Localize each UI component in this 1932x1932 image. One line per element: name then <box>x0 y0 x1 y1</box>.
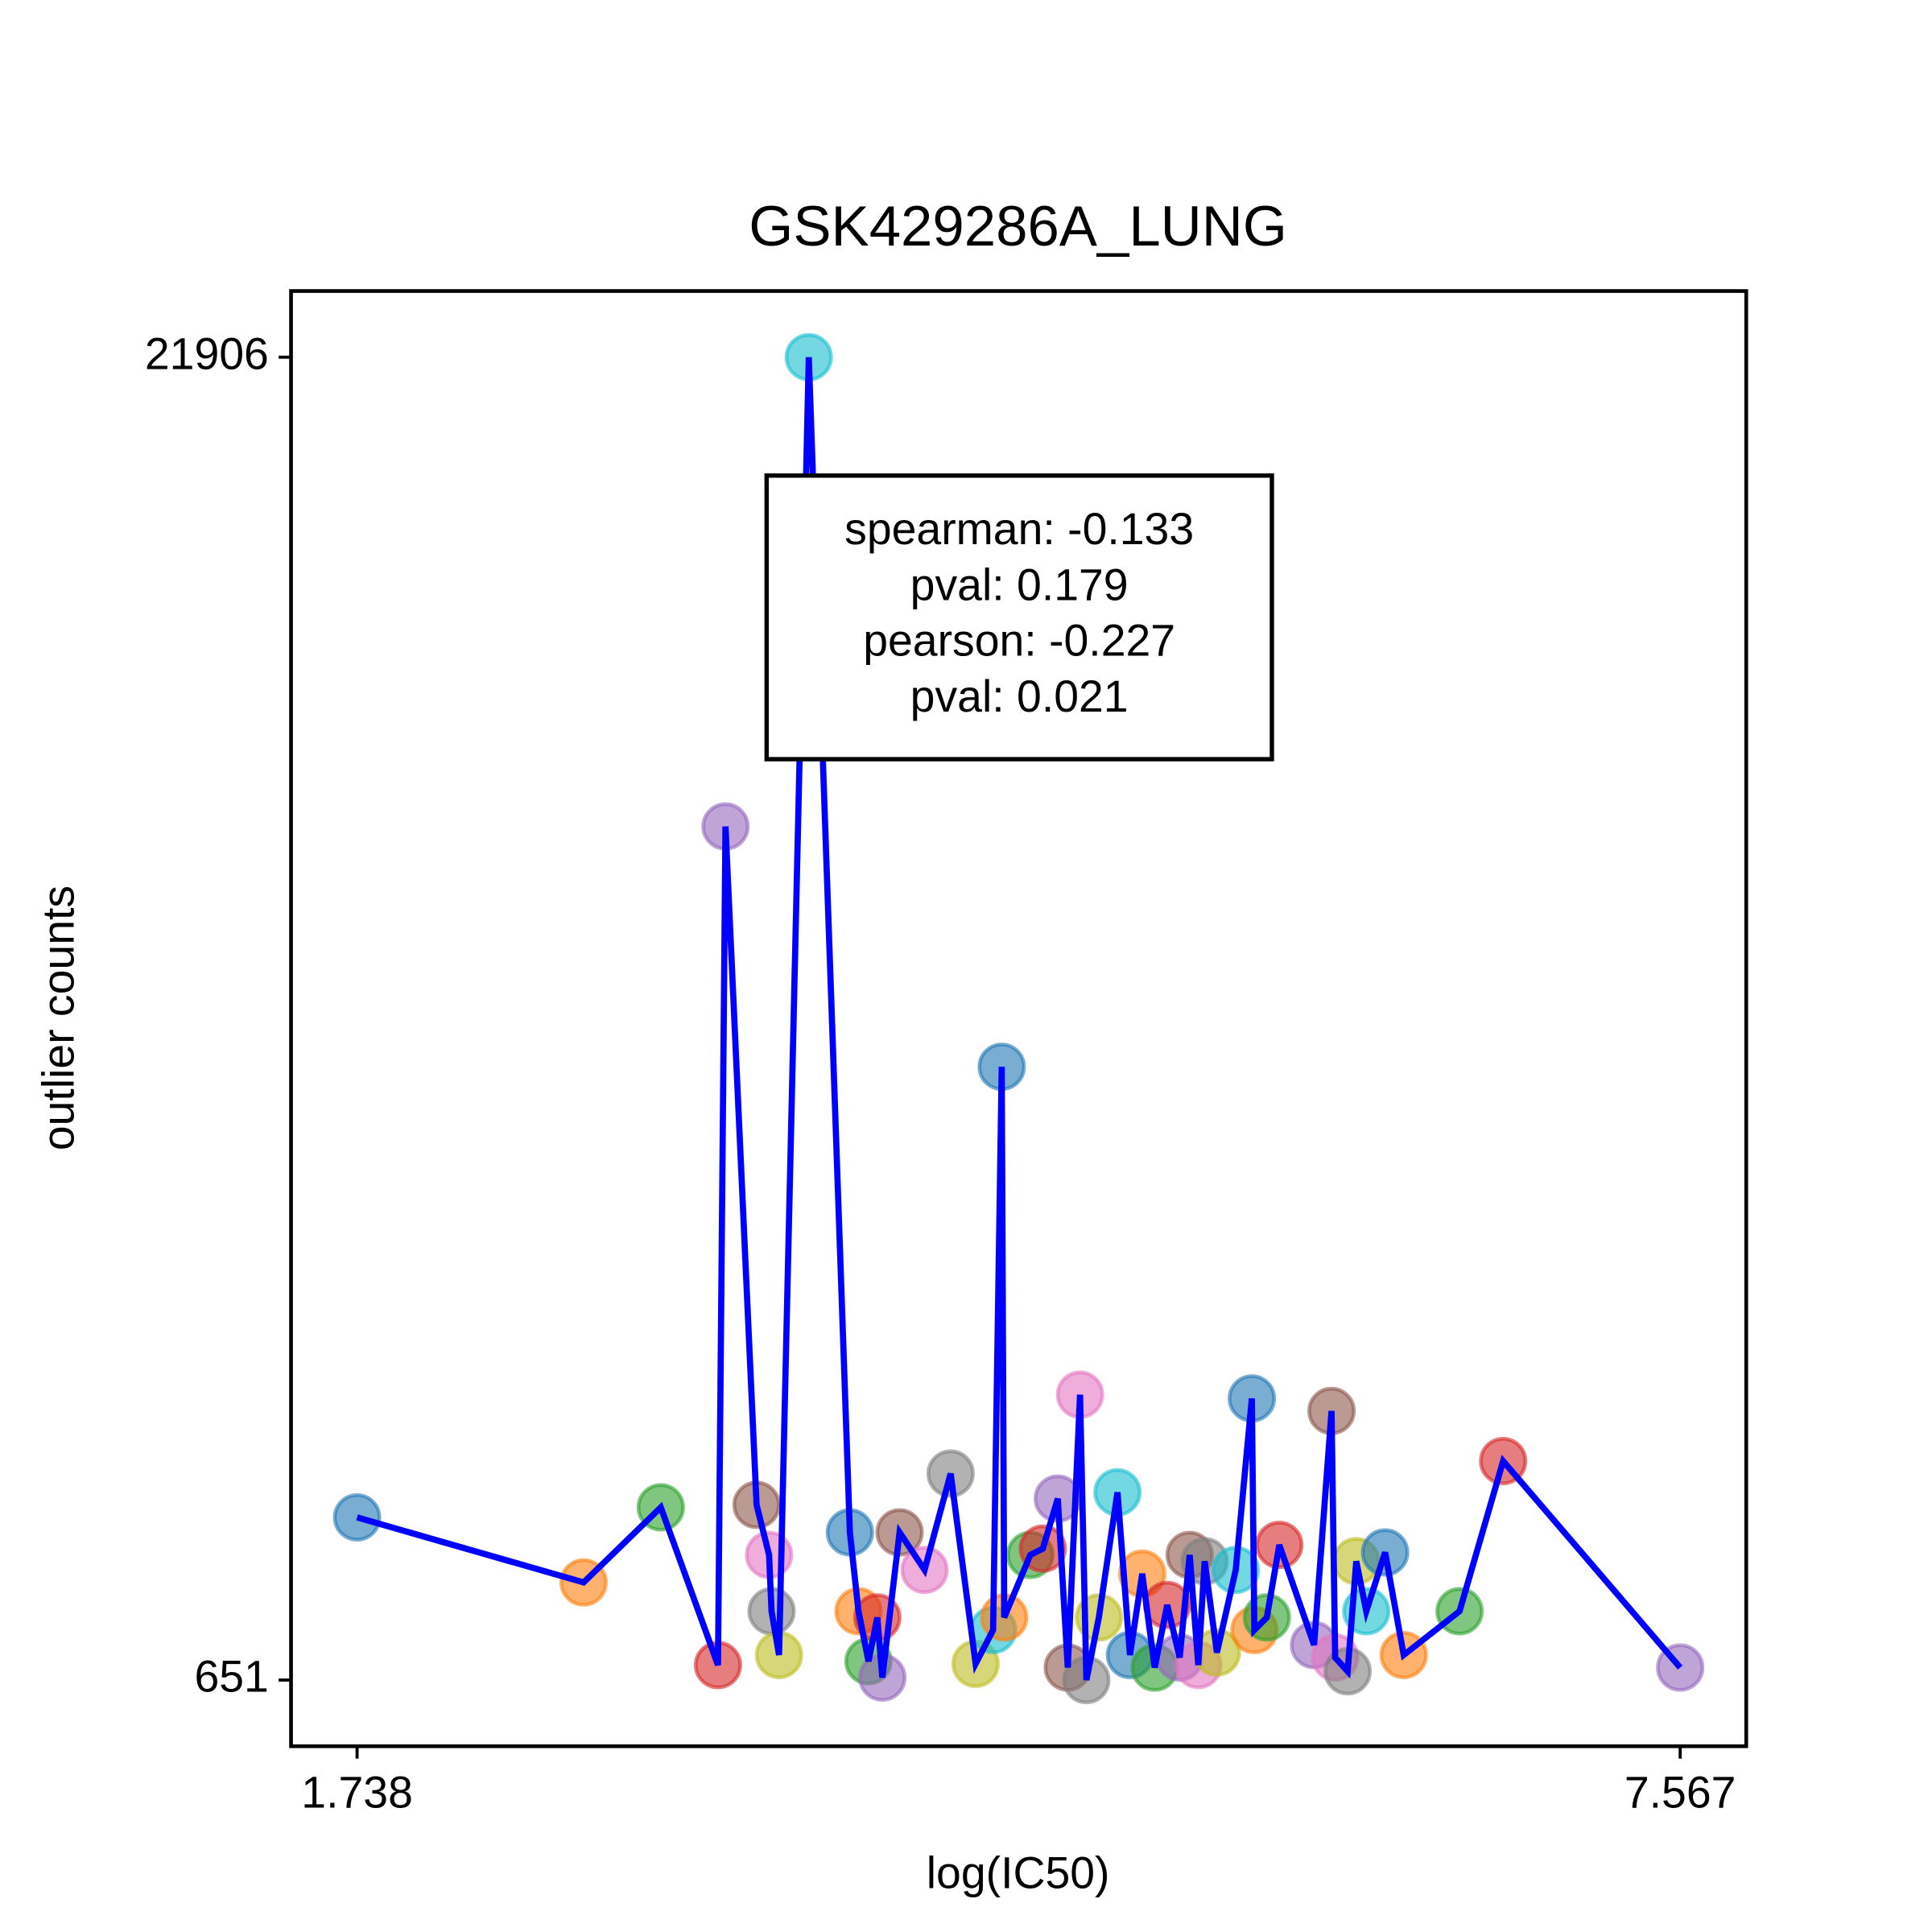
annotation-text: spearman: -0.133 <box>844 504 1194 554</box>
x-axis-label: log(IC50) <box>927 1847 1110 1897</box>
y-tick-label: 21906 <box>145 328 269 378</box>
y-axis-label: outlier counts <box>34 886 84 1150</box>
annotation-text: pearson: -0.227 <box>863 616 1175 666</box>
line <box>356 357 1683 1681</box>
annotation-text: pval: 0.179 <box>910 559 1129 609</box>
chart-title: GSK429286A_LUNG <box>749 194 1287 258</box>
x-tick-label: 1.738 <box>301 1767 413 1817</box>
annotation-text: pval: 0.021 <box>910 671 1129 721</box>
x-tick-label: 7.567 <box>1624 1767 1736 1817</box>
y-tick-label: 651 <box>194 1652 268 1702</box>
plot-frame <box>289 289 1748 1748</box>
annotation-box <box>764 473 1274 762</box>
